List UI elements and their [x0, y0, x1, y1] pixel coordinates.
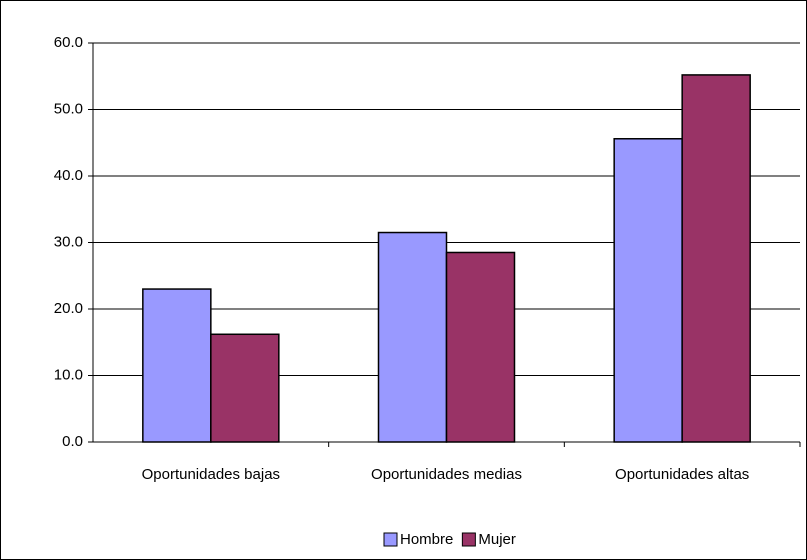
y-tick-label: 40.0	[54, 167, 83, 184]
y-tick-label: 10.0	[54, 366, 83, 383]
x-tick-label: Oportunidades altas	[615, 466, 749, 483]
y-tick-label: 20.0	[54, 300, 83, 317]
legend-label: Mujer	[478, 531, 516, 548]
legend-label: Hombre	[400, 531, 453, 548]
legend-swatch	[461, 532, 476, 547]
x-tick-label: Oportunidades medias	[371, 466, 522, 483]
y-tick-label: 50.0	[54, 100, 83, 117]
bar	[142, 288, 212, 443]
y-tick-label: 0.0	[62, 433, 83, 450]
y-tick-label: 30.0	[54, 233, 83, 250]
x-tick-label: Oportunidades bajas	[142, 466, 280, 483]
bar	[681, 74, 751, 443]
bar	[377, 231, 448, 443]
y-tick-label: 60.0	[54, 34, 83, 51]
bar	[445, 251, 516, 443]
bar	[613, 138, 683, 443]
legend-swatch	[383, 532, 398, 547]
bar	[210, 333, 280, 443]
